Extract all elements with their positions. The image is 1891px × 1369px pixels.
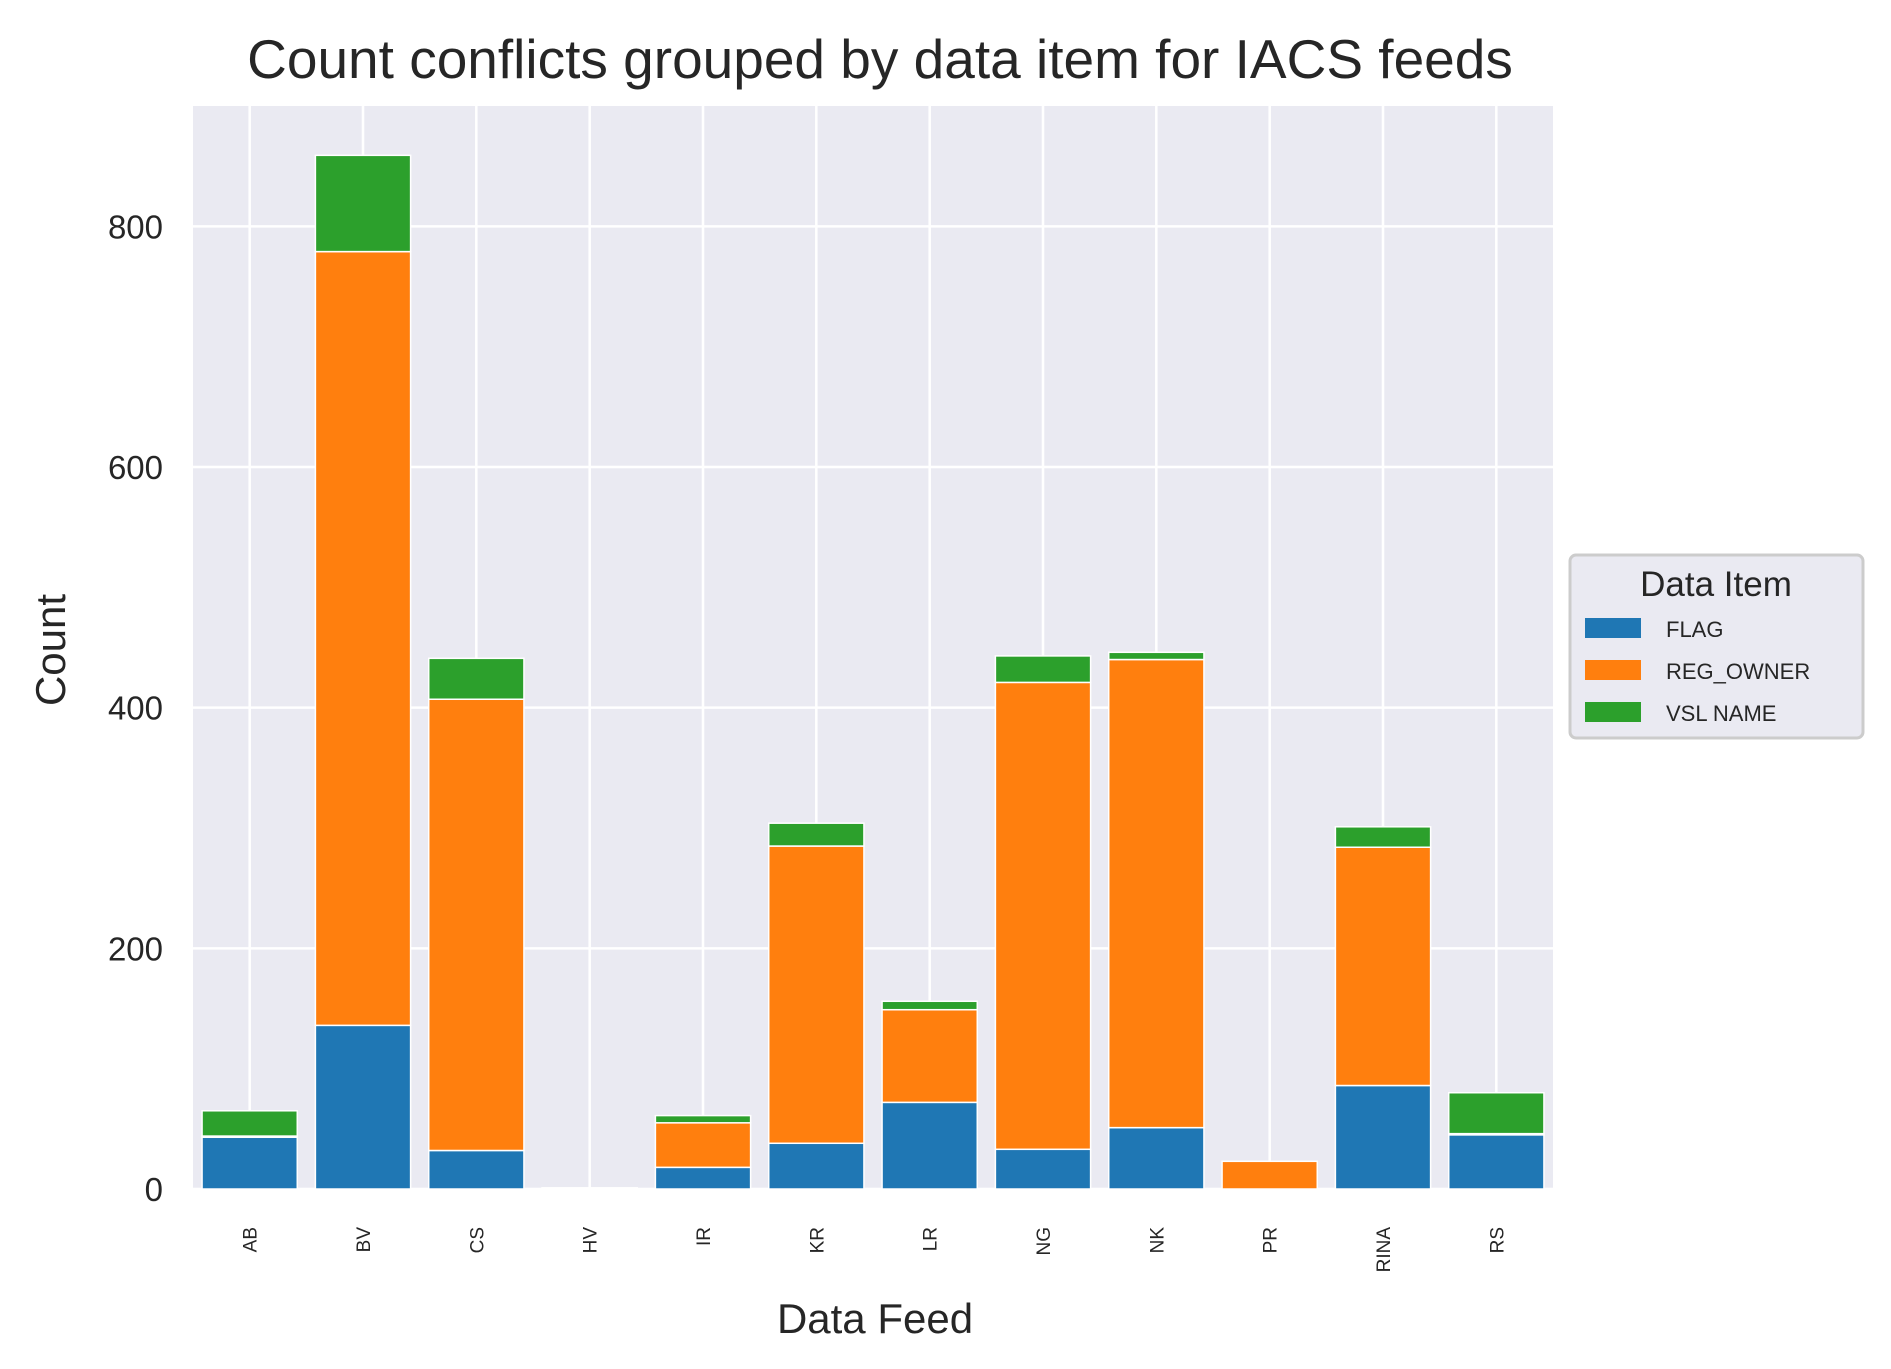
y-tick-label: 600 (108, 449, 163, 486)
bar-ng-reg-owner (994, 681, 1092, 1151)
x-axis-ticks: AB BV CS HV IR KR LR NG NK PR RINA RS (241, 1227, 1509, 1273)
bar-nk-vsl-name (1107, 651, 1205, 661)
bar-lr-vsl-name (881, 1000, 979, 1011)
x-tick-label: CS (467, 1227, 488, 1253)
x-tick-label: NG (1034, 1227, 1055, 1256)
chart-title: Count conflicts grouped by data item for… (247, 28, 1513, 90)
bar-pr-reg-owner (1221, 1160, 1319, 1190)
y-axis-label: Count (27, 594, 74, 706)
legend-title: Data Item (1640, 565, 1792, 604)
bar-cs-reg-owner (427, 698, 525, 1152)
bar-rina-vsl-name (1334, 826, 1432, 849)
y-tick-label: 400 (108, 690, 163, 727)
bars (201, 154, 1545, 1190)
x-tick-label: KR (807, 1227, 828, 1253)
legend: Data Item FLAG REG_OWNER VSL NAME (1568, 553, 1865, 740)
x-tick-label: RINA (1374, 1227, 1395, 1273)
bar-hv-reg-owner (541, 1187, 639, 1190)
x-tick-label: IR (694, 1227, 715, 1246)
plot-area (193, 106, 1553, 1189)
bar-kr-flag (767, 1142, 865, 1190)
bar-bv-reg-owner (314, 250, 412, 1027)
y-tick-label: 0 (145, 1171, 163, 1208)
x-tick-label: BV (354, 1227, 375, 1253)
bar-bv-flag (314, 1024, 412, 1190)
legend-swatch (1585, 702, 1641, 722)
bar-cs-flag (427, 1149, 525, 1190)
y-tick-label: 200 (108, 930, 163, 967)
bar-bv-vsl-name (314, 154, 412, 253)
bar-rs-flag (1447, 1134, 1545, 1190)
legend-swatch (1585, 618, 1641, 638)
y-axis-ticks: 0 200 400 600 800 (108, 208, 163, 1208)
bar-ng-flag (994, 1148, 1092, 1190)
bar-rina-flag (1334, 1084, 1432, 1190)
legend-swatch (1585, 660, 1641, 680)
x-axis-label: Data Feed (777, 1295, 973, 1342)
bar-kr-vsl-name (767, 822, 865, 847)
legend-entry: VSL NAME (1666, 701, 1776, 726)
x-tick-label: RS (1487, 1227, 1508, 1253)
bar-ir-vsl-name (654, 1114, 752, 1124)
x-tick-label: LR (921, 1227, 942, 1251)
legend-box (1568, 553, 1865, 740)
x-tick-label: HV (581, 1227, 602, 1254)
bar-lr-reg-owner (881, 1008, 979, 1104)
bar-rina-reg-owner (1334, 846, 1432, 1087)
bar-nk-reg-owner (1107, 658, 1205, 1129)
bar-ab-flag (201, 1136, 299, 1190)
bar-rs-vsl-name (1447, 1091, 1545, 1135)
bar-ir-flag (654, 1166, 752, 1190)
x-tick-label: PR (1261, 1227, 1282, 1253)
legend-entry: FLAG (1666, 617, 1723, 642)
bar-ir-reg-owner (654, 1122, 752, 1169)
bar-cs-vsl-name (427, 657, 525, 700)
bar-nk-flag (1107, 1126, 1205, 1190)
x-tick-label: NK (1147, 1227, 1168, 1254)
bar-lr-flag (881, 1101, 979, 1190)
x-tick-label: AB (241, 1227, 262, 1252)
bar-kr-reg-owner (767, 845, 865, 1145)
bar-ab-vsl-name (201, 1110, 299, 1137)
legend-entry: REG_OWNER (1666, 659, 1810, 684)
bar-ng-vsl-name (994, 655, 1092, 684)
y-tick-label: 800 (108, 208, 163, 245)
